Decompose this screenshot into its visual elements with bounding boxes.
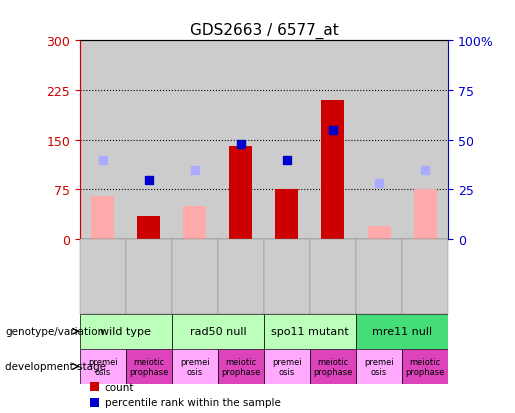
Text: percentile rank within the sample: percentile rank within the sample <box>105 397 281 407</box>
Bar <box>414 190 437 240</box>
Bar <box>402 41 448 240</box>
Text: genotype/variation: genotype/variation <box>5 326 104 337</box>
Bar <box>172 41 218 240</box>
Bar <box>91 197 114 240</box>
Bar <box>229 147 252 240</box>
Text: wild type: wild type <box>100 326 151 337</box>
Bar <box>80 41 126 240</box>
Text: premei
osis: premei osis <box>272 357 302 376</box>
Text: meiotic
prophase: meiotic prophase <box>129 357 168 376</box>
Bar <box>126 349 172 384</box>
Text: premei
osis: premei osis <box>180 357 210 376</box>
Text: spo11 mutant: spo11 mutant <box>271 326 349 337</box>
Bar <box>310 349 356 384</box>
Bar <box>368 226 390 240</box>
Bar <box>218 41 264 240</box>
Text: development stage: development stage <box>5 361 106 372</box>
Bar <box>356 314 448 349</box>
Bar <box>138 216 160 240</box>
Bar <box>126 41 172 240</box>
Text: count: count <box>105 382 134 392</box>
Bar <box>402 349 448 384</box>
Text: meiotic
prophase: meiotic prophase <box>313 357 353 376</box>
Title: GDS2663 / 6577_at: GDS2663 / 6577_at <box>190 22 338 38</box>
Text: rad50 null: rad50 null <box>190 326 246 337</box>
Bar <box>264 314 356 349</box>
Bar <box>218 349 264 384</box>
Text: mre11 null: mre11 null <box>372 326 432 337</box>
Bar <box>264 41 310 240</box>
Text: meiotic
prophase: meiotic prophase <box>221 357 261 376</box>
Bar <box>264 349 310 384</box>
Bar <box>356 349 402 384</box>
Bar <box>183 206 207 240</box>
Text: meiotic
prophase: meiotic prophase <box>405 357 445 376</box>
Bar <box>310 41 356 240</box>
Bar <box>356 41 402 240</box>
Text: premei
osis: premei osis <box>88 357 118 376</box>
Bar <box>321 101 345 240</box>
Bar <box>172 314 264 349</box>
Bar <box>80 349 126 384</box>
Bar <box>172 349 218 384</box>
Bar <box>80 314 172 349</box>
Bar <box>276 190 299 240</box>
Text: premei
osis: premei osis <box>364 357 394 376</box>
